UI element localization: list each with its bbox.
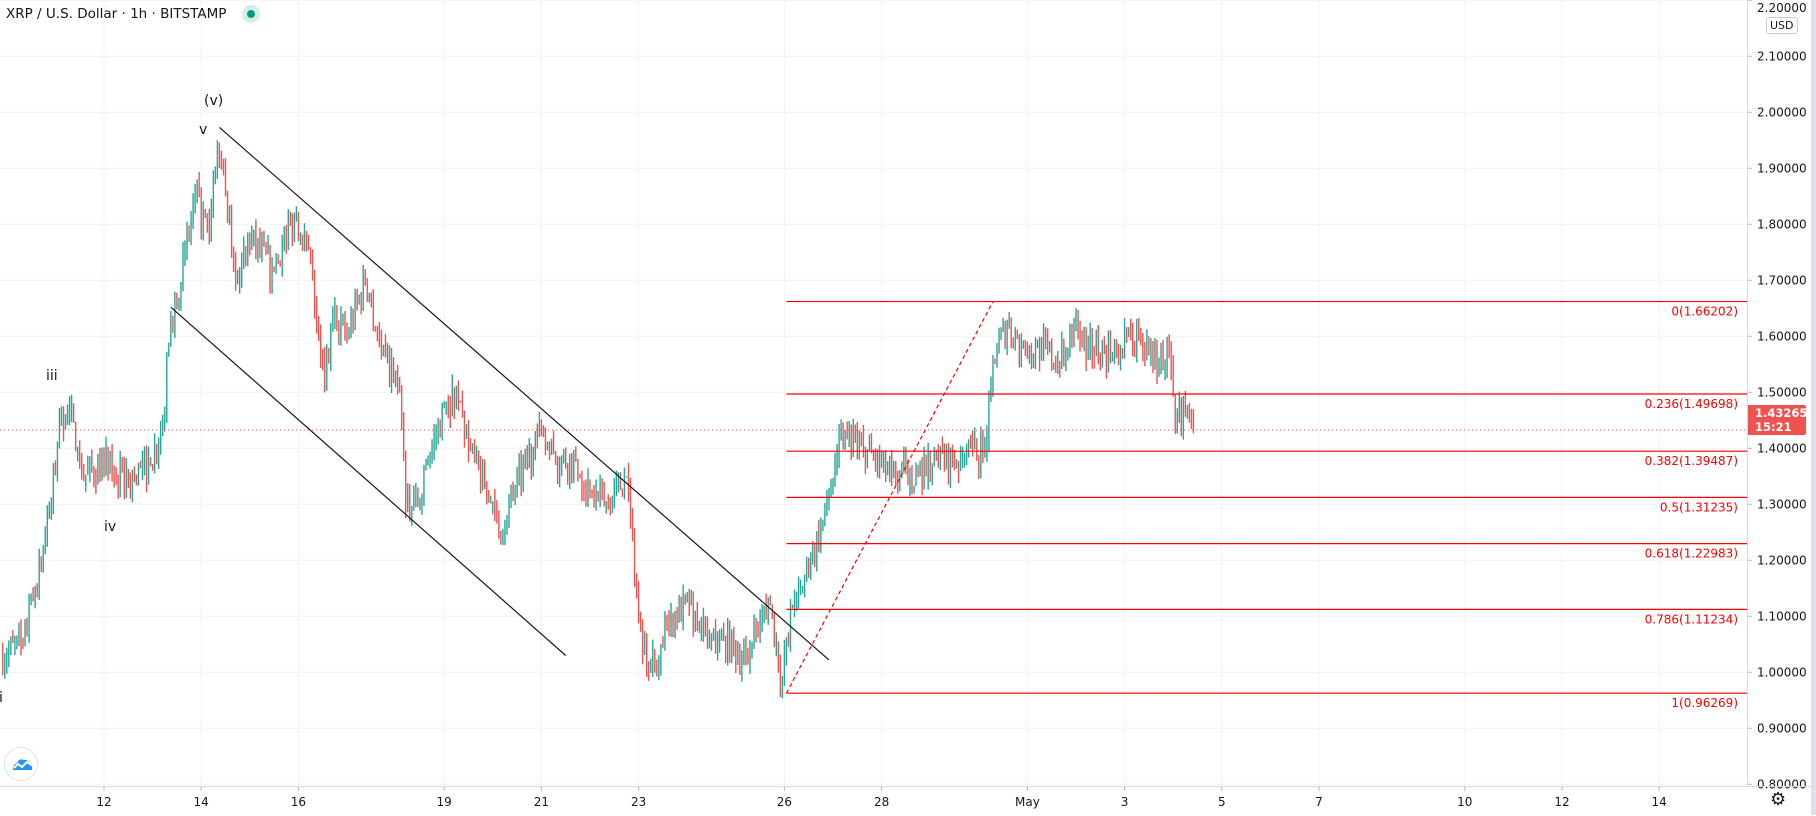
time-tick-label: 21 xyxy=(534,795,549,809)
symbol-legend[interactable]: XRP / U.S. Dollar · 1h · BITSTAMP xyxy=(6,5,261,23)
price-tick-label: 1.30000 xyxy=(1757,497,1807,511)
time-tick-label: 14 xyxy=(194,795,209,809)
time-tick-label: 14 xyxy=(1652,795,1667,809)
channel-lower-line xyxy=(170,306,567,656)
price-tick-label: 1.60000 xyxy=(1757,329,1807,343)
time-tick-label: 12 xyxy=(1554,795,1569,809)
fib-level-label: 0.236(1.49698) xyxy=(1645,397,1738,411)
time-tick-label: 10 xyxy=(1457,795,1472,809)
price-tick-label: 1.20000 xyxy=(1757,553,1807,567)
price-tick-label: 1.00000 xyxy=(1757,665,1807,679)
wave-label-iv[interactable]: iv xyxy=(104,519,117,535)
bar-countdown: 15:21 xyxy=(1755,420,1792,434)
fib-level-label: 0.618(1.22983) xyxy=(1645,547,1738,561)
current-price-value: 1.43265 xyxy=(1755,406,1808,420)
price-tick-label: 2.00000 xyxy=(1757,105,1807,119)
price-tick-label: 2.10000 xyxy=(1757,49,1807,63)
wave-label-iii[interactable]: iii xyxy=(46,368,58,384)
wave-label-v[interactable]: v xyxy=(199,122,208,138)
price-axis[interactable] xyxy=(1747,0,1812,786)
gear-icon[interactable]: ⚙ xyxy=(1770,789,1787,810)
price-tick-label: 1.10000 xyxy=(1757,609,1807,623)
fib-level-label: 1(0.96269) xyxy=(1671,696,1738,710)
time-tick-label: 23 xyxy=(631,795,646,809)
right-edge xyxy=(1811,0,1816,815)
time-axis[interactable] xyxy=(0,786,1811,816)
symbol-title: XRP / U.S. Dollar · 1h · BITSTAMP xyxy=(6,6,227,22)
time-tick-label: 7 xyxy=(1315,795,1323,809)
time-tick-label: 28 xyxy=(874,795,889,809)
time-tick-label: 19 xyxy=(437,795,452,809)
time-tick-label: 12 xyxy=(96,795,111,809)
price-tick-label: 1.80000 xyxy=(1757,217,1807,231)
time-tick-label: 16 xyxy=(291,795,306,809)
time-tick-label: 3 xyxy=(1121,795,1129,809)
wave-label-v-paren[interactable]: (v) xyxy=(204,93,224,109)
wave-label-i[interactable]: i xyxy=(0,690,3,706)
time-tick-label: 26 xyxy=(777,795,792,809)
price-tick-label: 1.40000 xyxy=(1757,441,1807,455)
price-tick-label: 1.90000 xyxy=(1757,161,1807,175)
time-tick-label: 5 xyxy=(1218,795,1226,809)
price-tick-label: 0.90000 xyxy=(1757,721,1807,735)
time-axis-ticks: 12 14 16 19 21 23 26 28 May 3 5 7 10 12 14 xyxy=(96,786,1667,809)
price-tick-label: 2.20000 xyxy=(1757,1,1807,15)
channel-upper-line xyxy=(219,126,830,661)
fib-level-label: 0.5(1.31235) xyxy=(1660,500,1738,514)
price-tick-label: 1.50000 xyxy=(1757,385,1807,399)
ohlc-bars xyxy=(2,140,1195,699)
price-axis-ticks: 2.20000 2.10000 2.00000 1.90000 1.80000 1.700… xyxy=(1747,0,1807,791)
price-tick-label: 0.80000 xyxy=(1757,777,1807,791)
currency-button[interactable]: USD xyxy=(1766,17,1798,34)
grid xyxy=(0,0,1747,786)
tradingview-cloud-icon[interactable] xyxy=(4,747,38,781)
fib-level-label: 0(1.66202) xyxy=(1671,305,1738,319)
fib-trend-line xyxy=(785,301,994,694)
fib-labels: 0(1.66202) 0.236(1.49698) 0.382(1.39487) 0.… xyxy=(1645,305,1738,711)
drawings xyxy=(170,126,1747,694)
market-status-icon xyxy=(242,5,261,23)
time-tick-label: May xyxy=(1015,795,1040,809)
fib-level-label: 0.382(1.39487) xyxy=(1645,454,1738,468)
price-tick-label: 1.70000 xyxy=(1757,273,1807,287)
fib-level-label: 0.786(1.11234) xyxy=(1645,612,1738,626)
current-price-label: 1.43265 15:21 xyxy=(1748,405,1808,435)
